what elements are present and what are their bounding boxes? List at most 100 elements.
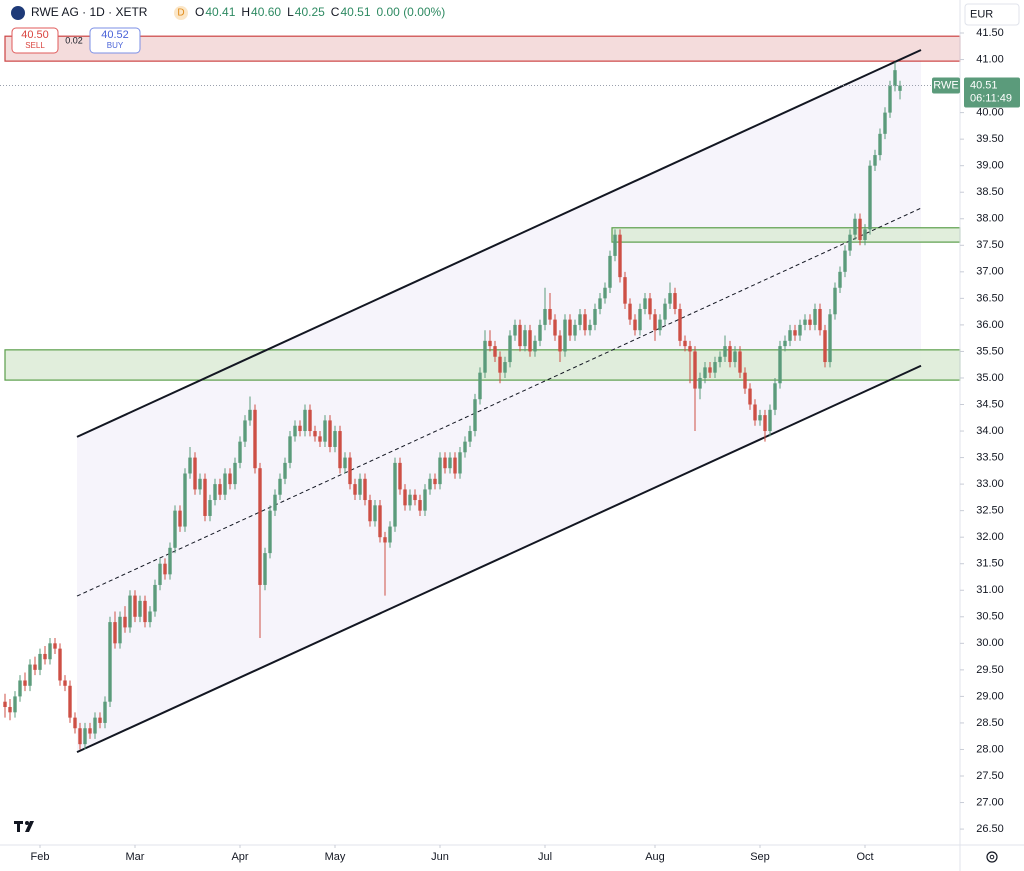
candle-body bbox=[248, 409, 252, 421]
candle-body bbox=[578, 314, 582, 325]
candle-body bbox=[843, 250, 847, 272]
y-tick-label: 31.00 bbox=[976, 584, 1004, 596]
candle-body bbox=[703, 367, 707, 378]
x-tick-label: May bbox=[325, 851, 346, 863]
y-tick-label: 36.50 bbox=[976, 292, 1004, 304]
sell-button[interactable] bbox=[11, 27, 59, 54]
candle-body bbox=[613, 234, 617, 256]
zone bbox=[4, 35, 961, 62]
symbol-logo bbox=[11, 6, 25, 20]
candle-body bbox=[113, 622, 117, 644]
candle-body bbox=[718, 356, 722, 363]
candle-body bbox=[608, 255, 612, 288]
candle-body bbox=[438, 457, 442, 485]
candle-body bbox=[783, 340, 787, 347]
candle-body bbox=[713, 362, 717, 373]
candle-body bbox=[228, 473, 232, 485]
candle-body bbox=[643, 298, 647, 309]
candle-body bbox=[883, 112, 887, 134]
candle-body bbox=[318, 436, 322, 442]
y-tick-label: 30.50 bbox=[976, 611, 1004, 623]
candle-body bbox=[158, 563, 162, 585]
candle-body bbox=[398, 462, 402, 490]
x-tick-label: Feb bbox=[31, 851, 50, 863]
candle-body bbox=[823, 330, 827, 363]
candle-body bbox=[413, 494, 417, 501]
y-tick-label: 37.00 bbox=[976, 266, 1004, 278]
currency-selector[interactable] bbox=[964, 3, 1020, 26]
sell-price: 40.50 bbox=[21, 29, 49, 41]
candle-body bbox=[213, 484, 217, 501]
last-price-tag bbox=[964, 77, 1020, 108]
y-tick-label: 38.00 bbox=[976, 213, 1004, 225]
buy-button[interactable] bbox=[89, 27, 141, 54]
settings-icon[interactable] bbox=[986, 851, 998, 863]
candle-body bbox=[73, 717, 77, 729]
candle-body bbox=[338, 431, 342, 469]
candle-body bbox=[868, 165, 872, 230]
candle-body bbox=[408, 494, 412, 506]
candle-body bbox=[48, 643, 52, 660]
y-tick-label: 27.50 bbox=[976, 770, 1004, 782]
candle-body bbox=[538, 324, 542, 341]
candle-body bbox=[693, 351, 697, 389]
badge bbox=[174, 6, 188, 20]
x-tick-label: Jul bbox=[538, 851, 552, 863]
logo bbox=[14, 821, 34, 832]
candle-body bbox=[118, 616, 122, 644]
candle-body bbox=[103, 701, 107, 723]
candle-body bbox=[793, 330, 797, 336]
candle-body bbox=[458, 452, 462, 474]
candle-body bbox=[673, 293, 677, 309]
candle-body bbox=[653, 314, 657, 331]
channel-lower bbox=[76, 364, 922, 754]
candle-body bbox=[68, 685, 72, 718]
candle-body bbox=[198, 478, 202, 490]
y-tick-label: 29.50 bbox=[976, 664, 1004, 676]
candle-body bbox=[873, 155, 877, 166]
spread: 0.02 bbox=[65, 35, 83, 45]
candle-body bbox=[93, 717, 97, 734]
candle-body bbox=[278, 478, 282, 495]
candle-body bbox=[498, 356, 502, 373]
candle-body bbox=[583, 314, 587, 331]
candle-body bbox=[388, 526, 392, 543]
candle-body bbox=[888, 86, 892, 113]
candle-body bbox=[393, 462, 397, 527]
candle-body bbox=[838, 271, 842, 288]
candle-body bbox=[233, 462, 237, 485]
candle-body bbox=[468, 431, 472, 442]
candle-body bbox=[728, 346, 732, 363]
candle-body bbox=[323, 420, 327, 442]
candle-body bbox=[263, 553, 267, 585]
candle-body bbox=[378, 505, 382, 538]
candle-body bbox=[188, 457, 192, 474]
candle-body bbox=[333, 431, 337, 447]
candle-body bbox=[8, 707, 12, 713]
candle-body bbox=[423, 489, 427, 511]
candle-body bbox=[218, 484, 222, 495]
candle-body bbox=[708, 367, 712, 373]
candle-body bbox=[293, 425, 297, 437]
candle-body bbox=[788, 330, 792, 341]
candle-body bbox=[738, 351, 742, 373]
candle-body bbox=[553, 319, 557, 336]
candle-body bbox=[753, 404, 757, 421]
candle-body bbox=[368, 500, 372, 522]
candle-body bbox=[153, 584, 157, 612]
zone bbox=[4, 349, 961, 381]
candle-body bbox=[18, 680, 22, 697]
candle-body bbox=[488, 340, 492, 347]
channel-mid bbox=[76, 207, 922, 597]
candle-body bbox=[748, 388, 752, 405]
y-tick-label: 32.00 bbox=[976, 531, 1004, 543]
last-price-label: 40.51 bbox=[970, 79, 998, 91]
candle-body bbox=[143, 600, 147, 623]
symbol-tag-label: RWE bbox=[933, 79, 958, 91]
candle-body bbox=[148, 611, 152, 623]
candle-body bbox=[763, 415, 767, 432]
field-key: C bbox=[331, 5, 340, 19]
candle-body bbox=[818, 308, 822, 331]
candle-body bbox=[133, 595, 137, 617]
zone bbox=[611, 227, 961, 243]
